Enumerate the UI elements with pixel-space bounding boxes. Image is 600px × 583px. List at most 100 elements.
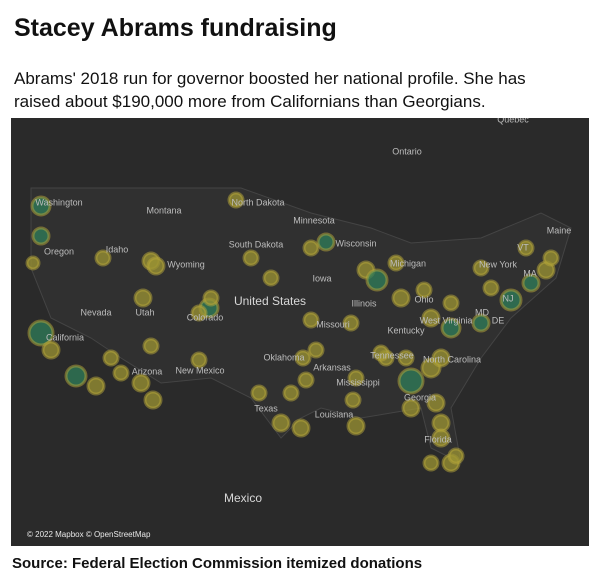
donation-dot xyxy=(102,349,120,367)
donation-dot xyxy=(282,384,300,402)
donation-dot xyxy=(431,348,451,368)
donation-dot xyxy=(112,364,130,382)
map-label: Colorado xyxy=(187,312,224,322)
map-label: California xyxy=(46,332,84,342)
map-label: VT xyxy=(517,242,529,252)
donation-dot xyxy=(94,249,112,267)
donation-dot xyxy=(190,304,208,322)
donation-dot xyxy=(422,454,440,472)
donation-dot xyxy=(391,288,411,308)
donation-dot xyxy=(517,239,535,257)
donation-dot xyxy=(202,289,220,307)
donation-dot xyxy=(499,288,523,312)
donation-dot xyxy=(64,364,88,388)
map-label: Illinois xyxy=(351,298,377,308)
map-label: DE xyxy=(492,315,505,325)
map-label: Idaho xyxy=(106,244,129,254)
donation-dot xyxy=(397,349,415,367)
donation-dot xyxy=(143,390,163,410)
donation-dot xyxy=(291,418,311,438)
donation-dot xyxy=(307,341,325,359)
map-label: Iowa xyxy=(312,273,331,283)
donation-dot xyxy=(426,393,446,413)
donation-dot xyxy=(431,428,451,448)
donation-dot xyxy=(347,369,365,387)
map-label: Wyoming xyxy=(167,259,204,269)
title: Stacey Abrams fundraising xyxy=(14,14,337,42)
map-label: NJ xyxy=(503,293,514,303)
donation-dot xyxy=(482,279,500,297)
donation-dot xyxy=(542,249,560,267)
map-label: Missouri xyxy=(316,319,350,329)
map-label: North Dakota xyxy=(231,197,284,207)
map-label: Ohio xyxy=(414,294,433,304)
donation-dot xyxy=(27,319,55,347)
donation-dot xyxy=(142,337,160,355)
map-label: New York xyxy=(479,259,518,269)
map-label: Nevada xyxy=(80,307,111,317)
donation-dot xyxy=(131,373,151,393)
map-label: North Carolina xyxy=(423,354,481,364)
donation-dot xyxy=(133,288,153,308)
donation-dot xyxy=(447,447,465,465)
map-label: United States xyxy=(234,294,306,308)
donation-dot xyxy=(190,351,208,369)
donation-dot xyxy=(250,384,268,402)
map-label: Michigan xyxy=(390,258,426,268)
attribution: © 2022 Mapbox © OpenStreetMap xyxy=(27,530,151,539)
donation-dot xyxy=(365,268,389,292)
source: Source: Federal Election Commission item… xyxy=(12,555,423,572)
donation-dot xyxy=(227,191,245,209)
donation-dot xyxy=(262,269,280,287)
map-label: Arizona xyxy=(132,366,163,376)
donation-dot xyxy=(342,314,360,332)
donation-dot xyxy=(30,195,52,217)
donation-dot xyxy=(397,367,425,395)
donation-dot xyxy=(346,416,366,436)
map-label: MD xyxy=(475,307,489,317)
donation-dot xyxy=(344,391,362,409)
map-label: Oregon xyxy=(44,246,74,256)
map-label: Arkansas xyxy=(313,362,351,372)
map-label: Florida xyxy=(424,434,452,444)
donation-dot xyxy=(471,313,491,333)
map-label: Louisiana xyxy=(315,409,354,419)
donation-dot xyxy=(242,249,260,267)
donation-dot xyxy=(421,308,441,328)
donation-dot xyxy=(146,256,166,276)
donation-dot xyxy=(294,349,312,367)
map-label: Wisconsin xyxy=(335,238,376,248)
donation-dot xyxy=(372,344,390,362)
map-label: New Mexico xyxy=(175,365,224,375)
map-label: Minnesota xyxy=(293,215,335,225)
donation-dot xyxy=(31,226,51,246)
map-label: West Virginia xyxy=(420,315,473,325)
map-label: Kentucky xyxy=(387,325,425,335)
donation-dot xyxy=(472,259,490,277)
donation-dot xyxy=(316,232,336,252)
map-label: Georgia xyxy=(404,392,436,402)
donation-dot xyxy=(440,317,462,339)
map-label: Texas xyxy=(254,403,278,413)
map-label: Utah xyxy=(135,307,154,317)
map-label: Mississippi xyxy=(336,377,380,387)
map-label: Tennessee xyxy=(370,350,414,360)
map-label: Quebec xyxy=(497,118,529,124)
donation-dot xyxy=(297,371,315,389)
donation-dot xyxy=(387,254,405,272)
donation-dot xyxy=(521,273,541,293)
donation-dot xyxy=(415,281,433,299)
donation-dot xyxy=(302,311,320,329)
donation-dot xyxy=(302,239,320,257)
map-label: South Dakota xyxy=(229,239,284,249)
map-label: Mexico xyxy=(224,491,262,505)
donation-dot xyxy=(271,413,291,433)
map: Quebec Ontario Washington Montana North Dako… xyxy=(11,118,589,546)
map-label: Montana xyxy=(146,205,181,215)
subtitle: Abrams' 2018 run for governor boosted he… xyxy=(14,69,526,111)
map-label: Ontario xyxy=(392,146,422,156)
map-label: Maine xyxy=(547,225,572,235)
map-label: MA xyxy=(523,268,537,278)
donation-dot xyxy=(401,398,421,418)
